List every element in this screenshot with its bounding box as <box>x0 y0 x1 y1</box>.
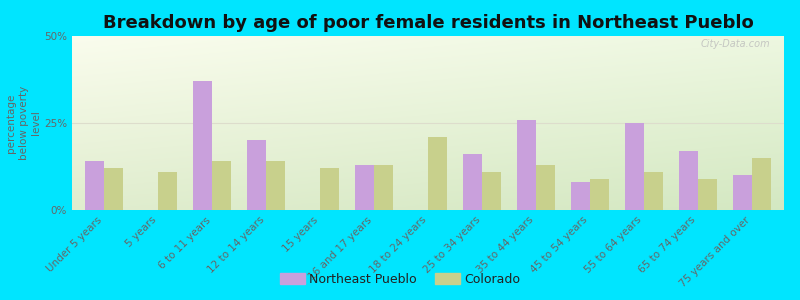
Bar <box>733 175 752 210</box>
Bar <box>463 154 482 210</box>
Legend: Northeast Pueblo, Colorado: Northeast Pueblo, Colorado <box>275 268 525 291</box>
Bar <box>320 168 339 210</box>
Title: Breakdown by age of poor female residents in Northeast Pueblo: Breakdown by age of poor female resident… <box>102 14 754 32</box>
Bar <box>104 168 123 210</box>
Y-axis label: percentage
below poverty
level: percentage below poverty level <box>6 86 42 160</box>
Bar <box>698 179 717 210</box>
Bar <box>247 140 266 210</box>
Bar <box>625 123 644 210</box>
Bar <box>355 165 374 210</box>
Bar <box>679 151 698 210</box>
Bar <box>374 165 393 210</box>
Bar <box>536 165 554 210</box>
Bar <box>571 182 590 210</box>
Bar <box>517 119 536 210</box>
Bar <box>644 172 662 210</box>
Bar <box>482 172 501 210</box>
Bar <box>428 137 447 210</box>
Bar <box>194 81 212 210</box>
Bar <box>158 172 177 210</box>
Bar <box>212 161 231 210</box>
Bar <box>752 158 770 210</box>
Bar <box>590 179 609 210</box>
Bar <box>86 161 104 210</box>
Text: City-Data.com: City-Data.com <box>700 40 770 50</box>
Bar <box>266 161 285 210</box>
